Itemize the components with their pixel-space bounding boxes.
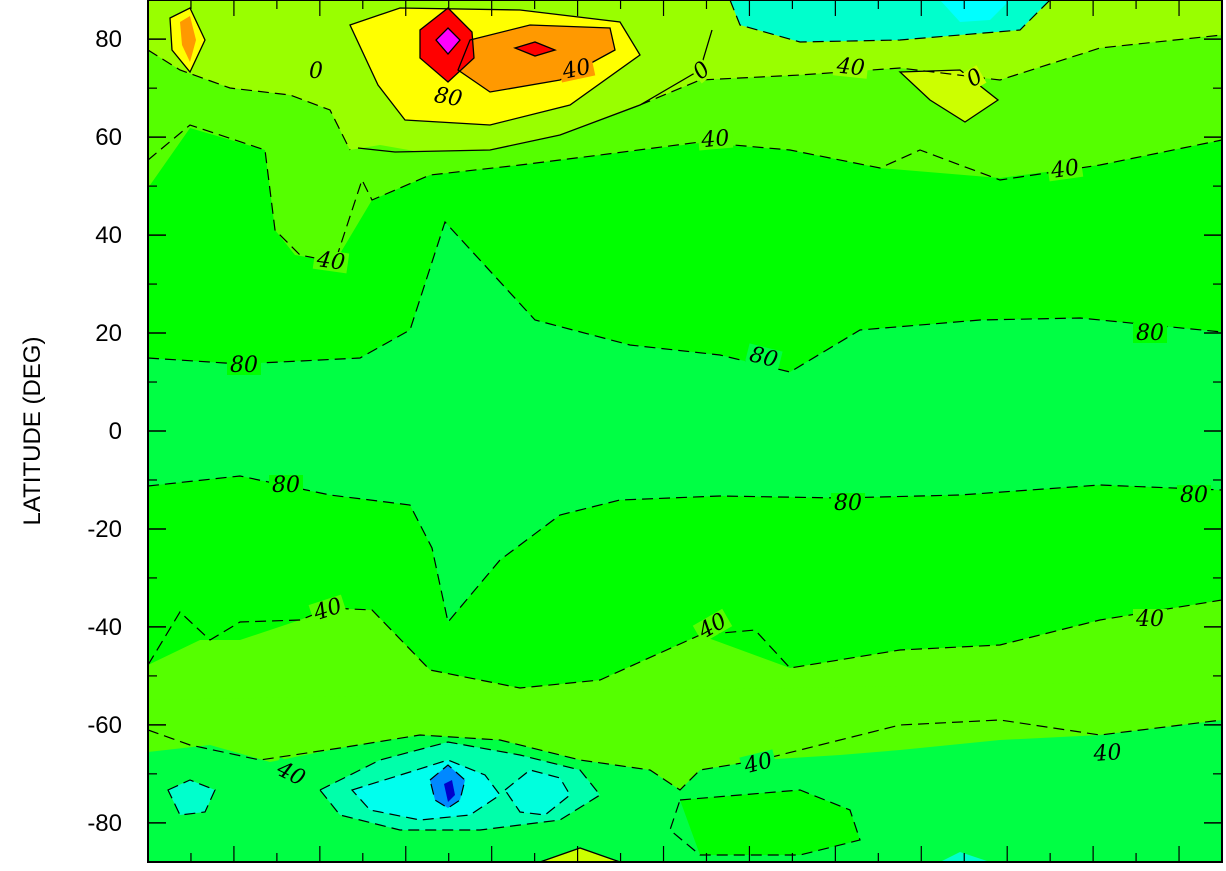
contour-cyan-north-b (639, 34, 1222, 106)
contour-0-north (349, 7, 641, 126)
y-tick-label: -20 (87, 516, 122, 543)
contour-cyan-north (729, 0, 1051, 43)
contour-label-layer: 0 40 80 0 40 0 40 40 40 80 80 80 80 80 8… (227, 54, 1211, 792)
y-axis-label: LATITUDE (DEG) (19, 337, 46, 526)
contour-label: 40 (699, 126, 730, 153)
y-tick-label: 0 (109, 418, 122, 445)
y-tick-label: -80 (87, 810, 122, 837)
contour-line-layer (148, 0, 1222, 862)
contour-cold-4 (504, 769, 571, 816)
region-cyan-north-2 (940, 0, 1010, 22)
contour-label: 80 (230, 353, 258, 378)
contour-label: 80 (1180, 483, 1208, 508)
region-orange-small-1 (180, 16, 196, 62)
contour-warm-3 (435, 27, 461, 55)
contour-80-south (148, 475, 1222, 624)
contour-cold-6 (669, 789, 861, 856)
contour-cold-1 (319, 741, 601, 831)
contour-40-south (148, 599, 1222, 689)
contour-80-north (148, 220, 1222, 373)
contour-label: 80 (834, 491, 862, 516)
contour-label: 40 (1049, 155, 1081, 184)
region-cyan-south-3 (168, 780, 215, 815)
contour-label: 40 (834, 54, 865, 82)
y-tick-label: -60 (87, 712, 122, 739)
contour-cold-2 (350, 759, 501, 821)
y-tick-label: 80 (95, 26, 122, 53)
contour-label: 40 (1135, 607, 1164, 632)
contour-label: 40 (559, 55, 593, 85)
region-cyan-south (352, 760, 500, 820)
contour-label: 80 (432, 83, 464, 112)
contour-label: 80 (272, 473, 300, 498)
contour-label: 40 (1092, 740, 1123, 767)
contour-fill-layer (148, 0, 1222, 862)
region-yellow-south (540, 848, 620, 862)
contour-warm-5 (169, 7, 206, 74)
contour-label: 80 (1136, 321, 1164, 346)
contour-warm-north-dash (148, 49, 351, 151)
y-tick-label: 60 (95, 124, 122, 151)
contour-label: 40 (314, 247, 346, 276)
contour-warm-2 (419, 7, 475, 83)
y-axis: 80 60 40 20 0 -20 -40 -60 -80 (87, 26, 1222, 837)
region-cyan-south-2 (505, 770, 570, 815)
band-100-equator (148, 222, 1222, 622)
y-tick-label: 20 (95, 320, 122, 347)
contour-40-south-polar (148, 719, 1222, 791)
contour-label: 0 (309, 59, 323, 84)
region-green-south-2 (680, 790, 860, 855)
contour-warm-4 (513, 41, 557, 57)
x-ticks (190, 0, 1180, 862)
contour-warm-6 (898, 69, 1000, 123)
y-tick-label: 40 (95, 222, 122, 249)
contour-40-north-a (148, 124, 1222, 263)
region-navy-south (444, 780, 455, 802)
y-tick-label: -40 (87, 614, 122, 641)
contour-warm-7 (539, 847, 621, 862)
contour-cold-3 (429, 764, 466, 809)
contour-cold-5 (167, 779, 216, 816)
region-cyan-south-4 (940, 852, 990, 862)
region-orange-north (458, 25, 615, 92)
